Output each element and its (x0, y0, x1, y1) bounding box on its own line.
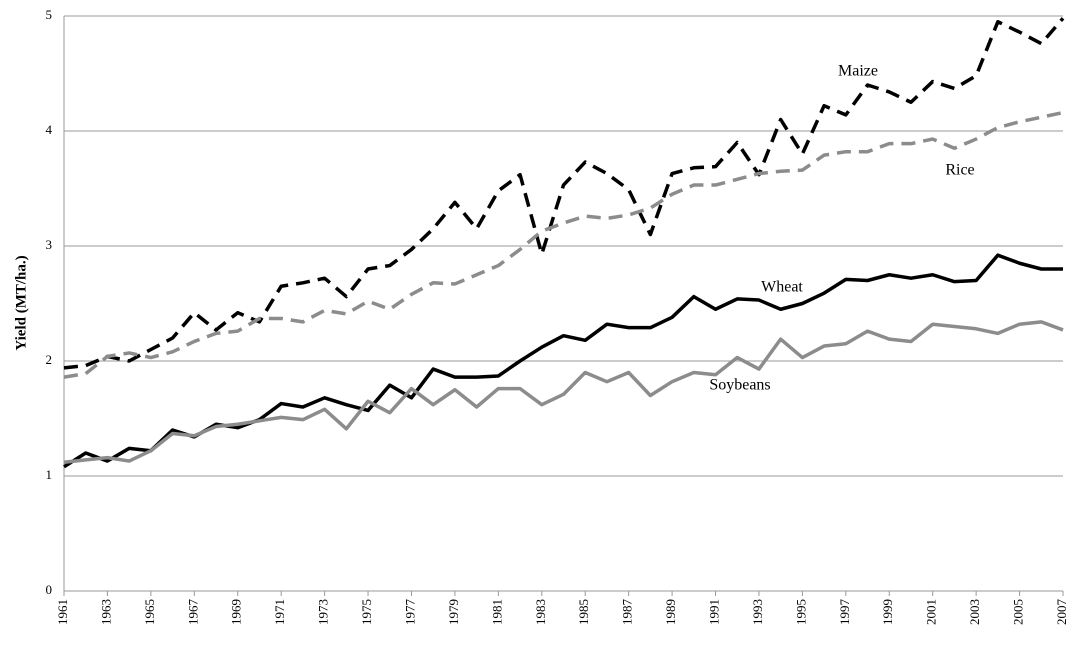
x-tick-label: 1967 (185, 599, 200, 626)
series-label: Maize (838, 63, 878, 80)
series-line (63, 17, 1065, 370)
x-tick-label: 1987 (620, 599, 635, 626)
y-tick-label: 1 (46, 467, 53, 482)
y-tick-label: 5 (46, 7, 53, 22)
x-tick-label: 2007 (1054, 599, 1069, 626)
x-tick-label: 2001 (924, 599, 939, 625)
y-tick-label: 4 (46, 122, 53, 137)
x-tick-label: 1995 (793, 599, 808, 625)
x-tick-label: 1963 (98, 599, 113, 625)
y-tick-label: 3 (46, 237, 53, 252)
x-tick-label: 2005 (1011, 599, 1026, 625)
x-tick-label: 1999 (880, 599, 895, 625)
series-label: Wheat (761, 279, 803, 296)
x-tick-label: 1985 (576, 599, 591, 625)
y-tick-label: 2 (46, 352, 53, 367)
x-tick-label: 1981 (489, 599, 504, 625)
x-tick-label: 1961 (55, 599, 70, 625)
series-line (63, 320, 1064, 464)
y-axis-label: Yield (MT/ha.) (13, 255, 29, 350)
series-label: Rice (945, 162, 974, 179)
x-tick-label: 1971 (272, 599, 287, 625)
x-tick-label: 1989 (663, 599, 678, 625)
x-tick-label: 2003 (967, 599, 982, 625)
x-tick-label: 1965 (142, 599, 157, 625)
x-tick-label: 1977 (402, 599, 417, 626)
x-tick-label: 1979 (446, 599, 461, 625)
x-tick-label: 1969 (229, 599, 244, 625)
x-tick-label: 1975 (359, 599, 374, 625)
y-tick-label: 0 (46, 582, 53, 597)
series-line (63, 110, 1064, 379)
x-tick-label: 1973 (316, 599, 331, 625)
x-tick-label: 1997 (837, 599, 852, 626)
series-label: Soybeans (709, 377, 770, 394)
x-tick-label: 1983 (533, 599, 548, 625)
x-tick-label: 1991 (707, 599, 722, 625)
x-tick-label: 1993 (750, 599, 765, 625)
